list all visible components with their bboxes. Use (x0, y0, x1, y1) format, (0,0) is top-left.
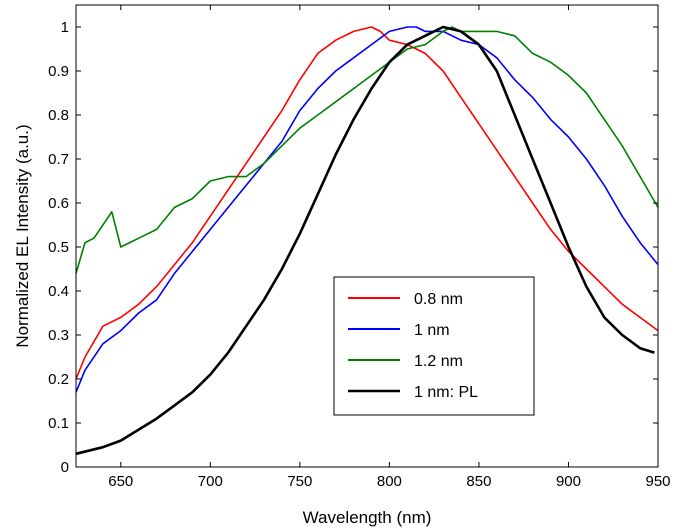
x-tick-label: 850 (466, 473, 491, 490)
y-tick-label: 0.1 (48, 415, 69, 432)
y-axis-label: Normalized EL Intensity (a.u.) (13, 124, 32, 347)
legend-label-1: 1 nm (414, 322, 450, 339)
y-tick-label: 0.9 (48, 63, 69, 80)
y-tick-label: 0.6 (48, 195, 69, 212)
legend-label-3: 1 nm: PL (414, 384, 478, 401)
x-tick-label: 700 (198, 473, 223, 490)
plot-lines (75, 25, 659, 456)
y-tick-label: 0.5 (48, 239, 69, 256)
legend-label-2: 1.2 nm (414, 353, 463, 370)
y-tick-label: 0.2 (48, 371, 69, 388)
y-tick-label: 0.3 (48, 327, 69, 344)
series-line-0 (75, 26, 659, 380)
x-axis-label: Wavelength (nm) (303, 508, 432, 527)
x-tick-label: 650 (108, 473, 133, 490)
y-axis: 0 0.1 0.2 0.3 0.4 0.5 0.6 0.7 0.8 0.9 1 (48, 19, 658, 476)
legend: 0.8 nm 1 nm 1.2 nm 1 nm: PL (333, 276, 535, 416)
y-tick-label: 0.4 (48, 283, 69, 300)
series-line-3 (75, 25, 655, 456)
plot-frame (75, 4, 659, 468)
y-tick-label: 0.8 (48, 107, 69, 124)
series-line-2 (75, 26, 659, 274)
x-tick-label: 900 (556, 473, 581, 490)
y-tick-label: 0.7 (48, 151, 69, 168)
legend-label-0: 0.8 nm (414, 291, 463, 308)
x-axis: 650 700 750 800 850 900 950 (108, 5, 671, 490)
x-tick-label: 950 (645, 473, 670, 490)
x-tick-label: 800 (377, 473, 402, 490)
y-tick-label: 1 (61, 19, 69, 36)
y-tick-label: 0 (61, 459, 69, 476)
series-line-1 (75, 26, 659, 393)
x-tick-label: 750 (287, 473, 312, 490)
